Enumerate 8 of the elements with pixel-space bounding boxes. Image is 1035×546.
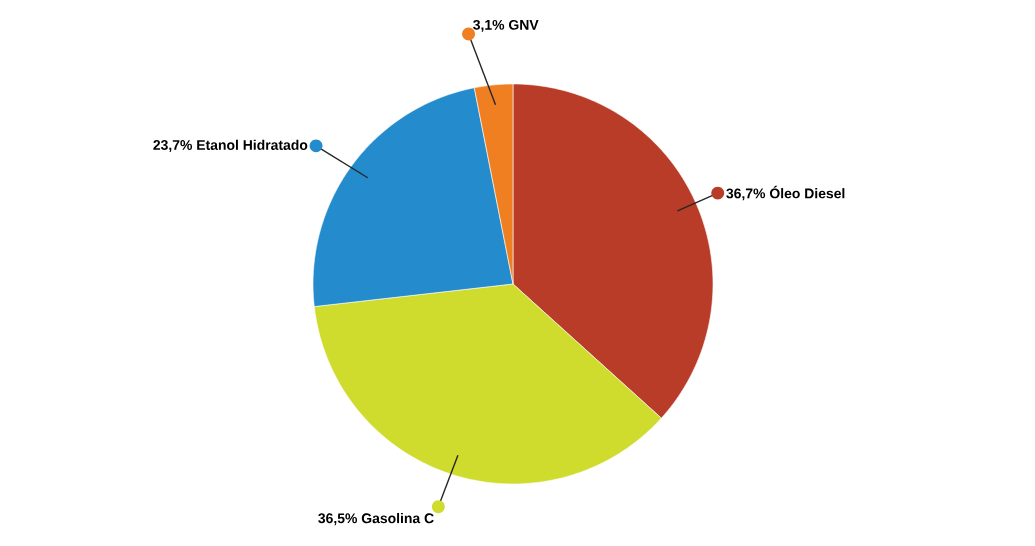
slice-label: Óleo Diesel: [769, 185, 845, 199]
data-label: 3,1%: [473, 19, 505, 32]
data-label: 23,7%: [153, 140, 193, 152]
legend-label: Etanol Hidratado: [197, 139, 308, 150]
data-label: 36,5%: [318, 513, 358, 526]
slice-label: GNV: [509, 19, 539, 30]
slice-label: Gasolina C: [361, 512, 434, 524]
data-label: 36,7%: [726, 188, 766, 201]
